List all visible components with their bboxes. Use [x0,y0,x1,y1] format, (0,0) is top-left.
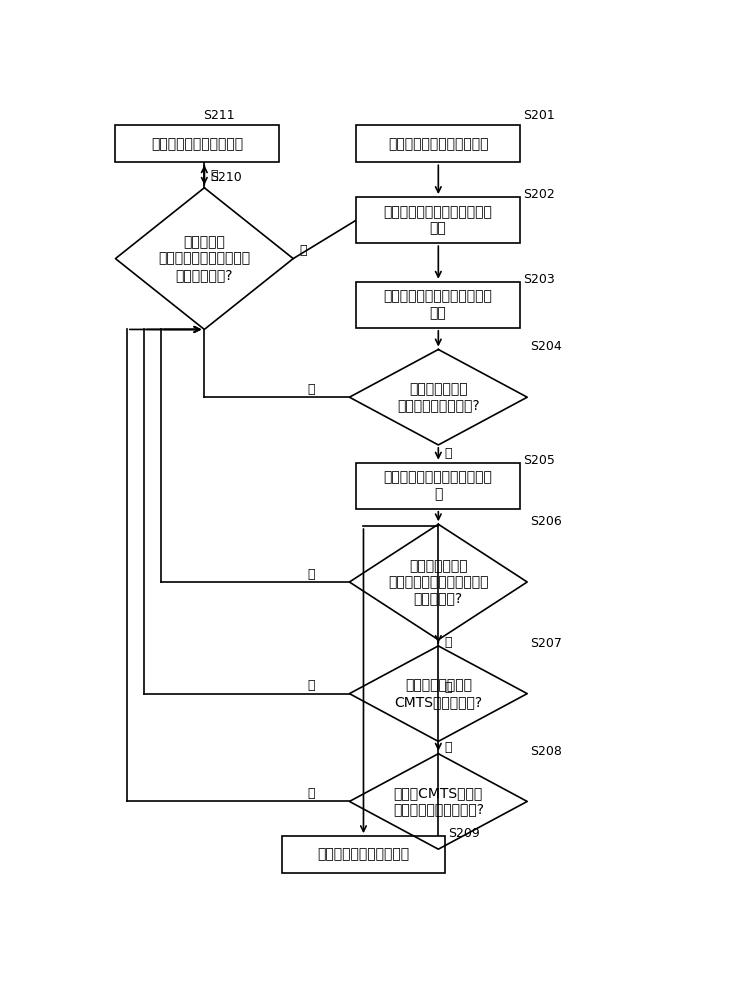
Text: 选择一个频率作为当前待扫描
频率: 选择一个频率作为当前待扫描 频率 [383,205,493,235]
FancyBboxPatch shape [282,836,445,873]
Text: 是: 是 [444,681,451,694]
Text: 判断从下行
频谱划分出来的所有频道
是否扫描完成?: 判断从下行 频谱划分出来的所有频道 是否扫描完成? [158,235,250,282]
Text: 是: 是 [444,447,451,460]
Text: S208: S208 [530,745,562,758]
Text: 否: 否 [299,244,306,257]
Text: 否: 否 [308,679,315,692]
Text: 是: 是 [444,636,451,649]
Text: S209: S209 [448,827,480,840]
Text: S202: S202 [522,188,554,201]
Text: 上线成功，结束上线操作: 上线成功，结束上线操作 [317,848,409,862]
Text: S203: S203 [522,273,554,286]
FancyBboxPatch shape [357,197,519,243]
Text: 上线失败，结束上线过程: 上线失败，结束上线过程 [151,137,243,151]
FancyBboxPatch shape [115,125,279,162]
Text: 否: 否 [308,787,315,800]
Text: S207: S207 [530,637,562,650]
Text: 否: 否 [308,568,315,581]
Text: 判断与CMTS服务器
建立上行通信是否成功?: 判断与CMTS服务器 建立上行通信是否成功? [393,786,484,817]
Text: 是: 是 [210,169,218,182]
FancyBboxPatch shape [357,125,519,162]
Text: 确定电缆调制解调器的下行频
道: 确定电缆调制解调器的下行频 道 [383,471,493,501]
Text: S201: S201 [522,109,554,122]
FancyBboxPatch shape [357,463,519,509]
Text: 对下行频谱进行频道的划分: 对下行频谱进行频道的划分 [388,137,488,151]
Text: 判断当前待扫描
频率的信号是否有效?: 判断当前待扫描 频率的信号是否有效? [397,382,480,412]
Text: S210: S210 [210,171,242,184]
Text: 判断是否成功获取
CMTS的配置信息?: 判断是否成功获取 CMTS的配置信息? [394,679,482,709]
Text: 对当前待扫描频率的信号进行
调谐: 对当前待扫描频率的信号进行 调谐 [383,290,493,320]
Text: 判断对中心频率
对应下行频道的信号解调解
码是否成功?: 判断对中心频率 对应下行频道的信号解调解 码是否成功? [388,559,488,605]
Text: S205: S205 [522,454,554,467]
FancyBboxPatch shape [357,282,519,328]
Text: 是: 是 [444,741,451,754]
Text: 否: 否 [308,383,315,396]
Text: S211: S211 [203,109,235,122]
Text: S204: S204 [530,340,562,353]
Text: S206: S206 [530,515,562,528]
